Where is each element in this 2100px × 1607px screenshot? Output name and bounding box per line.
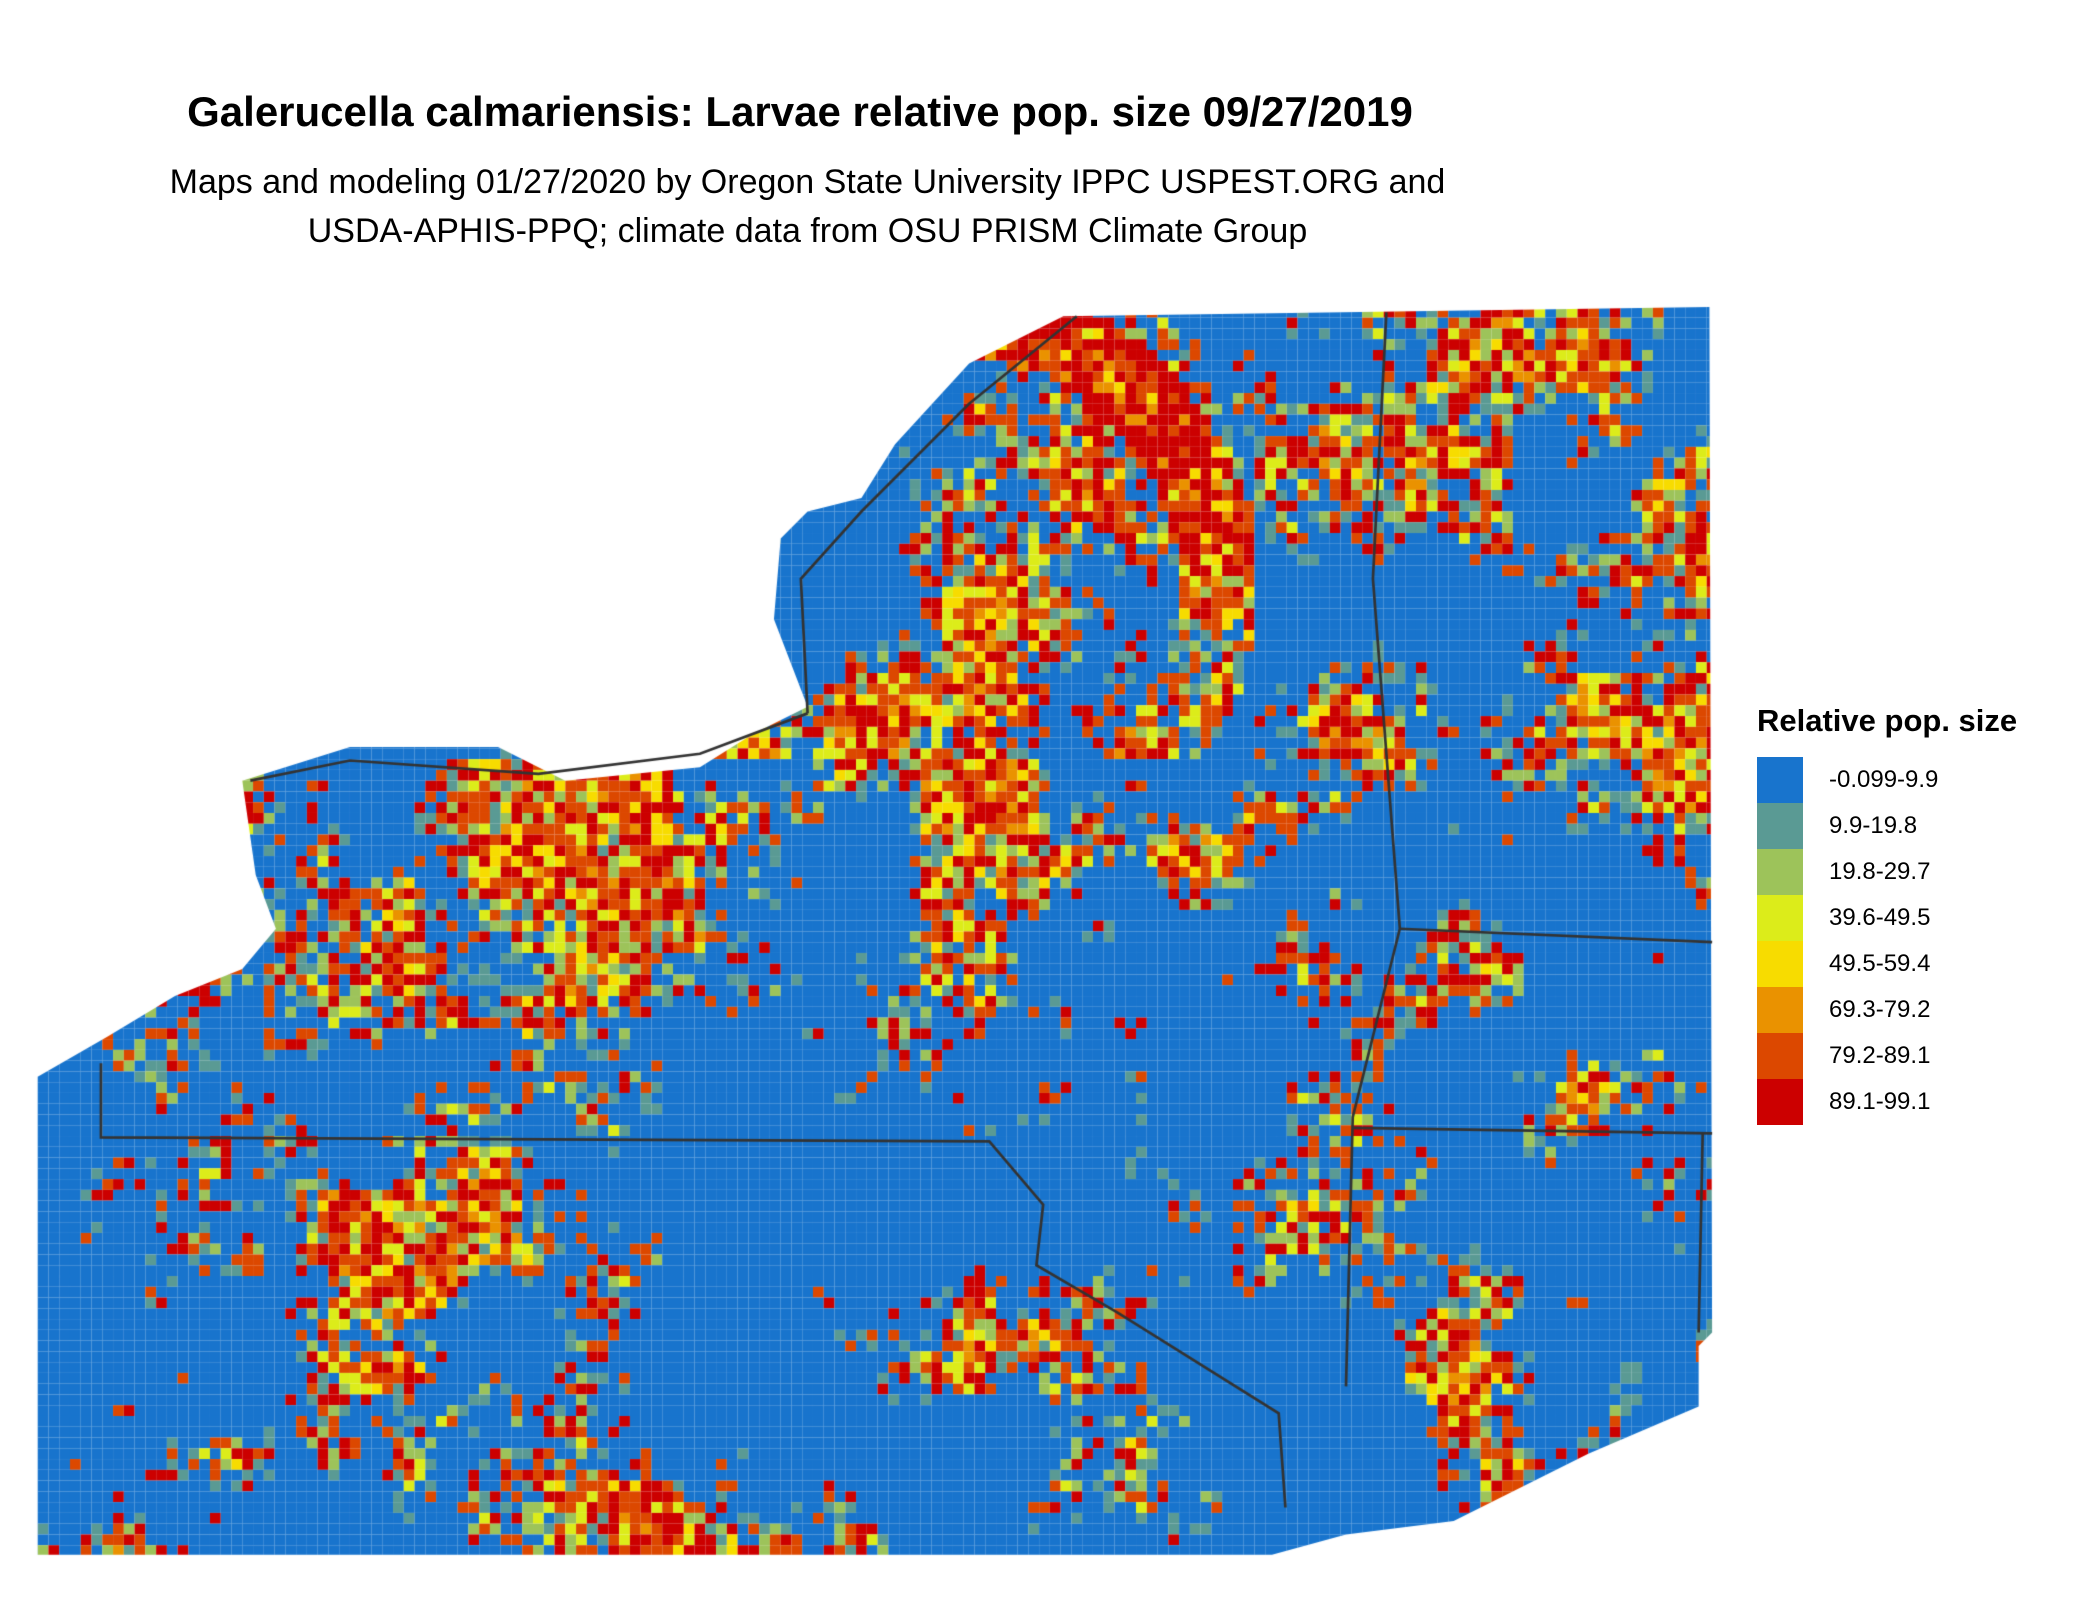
legend-label: 49.5-59.4 xyxy=(1829,950,1931,977)
legend-item: 89.1-99.1 xyxy=(1757,1079,2017,1125)
subtitle-line-1: Maps and modeling 01/27/2020 by Oregon S… xyxy=(169,163,1446,201)
map-subtitle: Maps and modeling 01/27/2020 by Oregon S… xyxy=(0,158,1615,256)
legend-swatch xyxy=(1757,1033,1803,1079)
map-title: Galerucella calmariensis: Larvae relativ… xyxy=(187,88,1413,135)
legend-label: 9.9-19.8 xyxy=(1829,812,1918,839)
subtitle-line-2: USDA-APHIS-PPQ; climate data from OSU PR… xyxy=(307,212,1308,250)
legend-swatch xyxy=(1757,941,1803,987)
legend-item: 79.2-89.1 xyxy=(1757,1033,2017,1079)
legend-swatch xyxy=(1757,1079,1803,1125)
legend-label: 19.8-29.7 xyxy=(1829,858,1931,885)
legend-item: 9.9-19.8 xyxy=(1757,803,2017,849)
legend-item: -0.099-9.9 xyxy=(1757,757,2017,803)
legend-item: 69.3-79.2 xyxy=(1757,987,2017,1033)
legend-title: Relative pop. size xyxy=(1757,703,2018,738)
legend-label: 39.6-49.5 xyxy=(1829,904,1931,931)
legend-item: 39.6-49.5 xyxy=(1757,895,2017,941)
legend-label: -0.099-9.9 xyxy=(1829,766,1939,793)
population-raster-map xyxy=(0,290,2100,1607)
legend-swatch xyxy=(1757,757,1803,803)
legend-label: 69.3-79.2 xyxy=(1829,996,1931,1023)
legend-item: 19.8-29.7 xyxy=(1757,849,2017,895)
legend-label: 79.2-89.1 xyxy=(1829,1042,1931,1069)
legend-swatch xyxy=(1757,987,1803,1033)
legend-swatch xyxy=(1757,849,1803,895)
legend-label: 89.1-99.1 xyxy=(1829,1088,1931,1115)
legend: Relative pop. size -0.099-9.9 9.9-19.8 19.… xyxy=(1757,703,2017,1125)
legend-swatch xyxy=(1757,803,1803,849)
legend-swatch xyxy=(1757,895,1803,941)
legend-item: 49.5-59.4 xyxy=(1757,941,2017,987)
